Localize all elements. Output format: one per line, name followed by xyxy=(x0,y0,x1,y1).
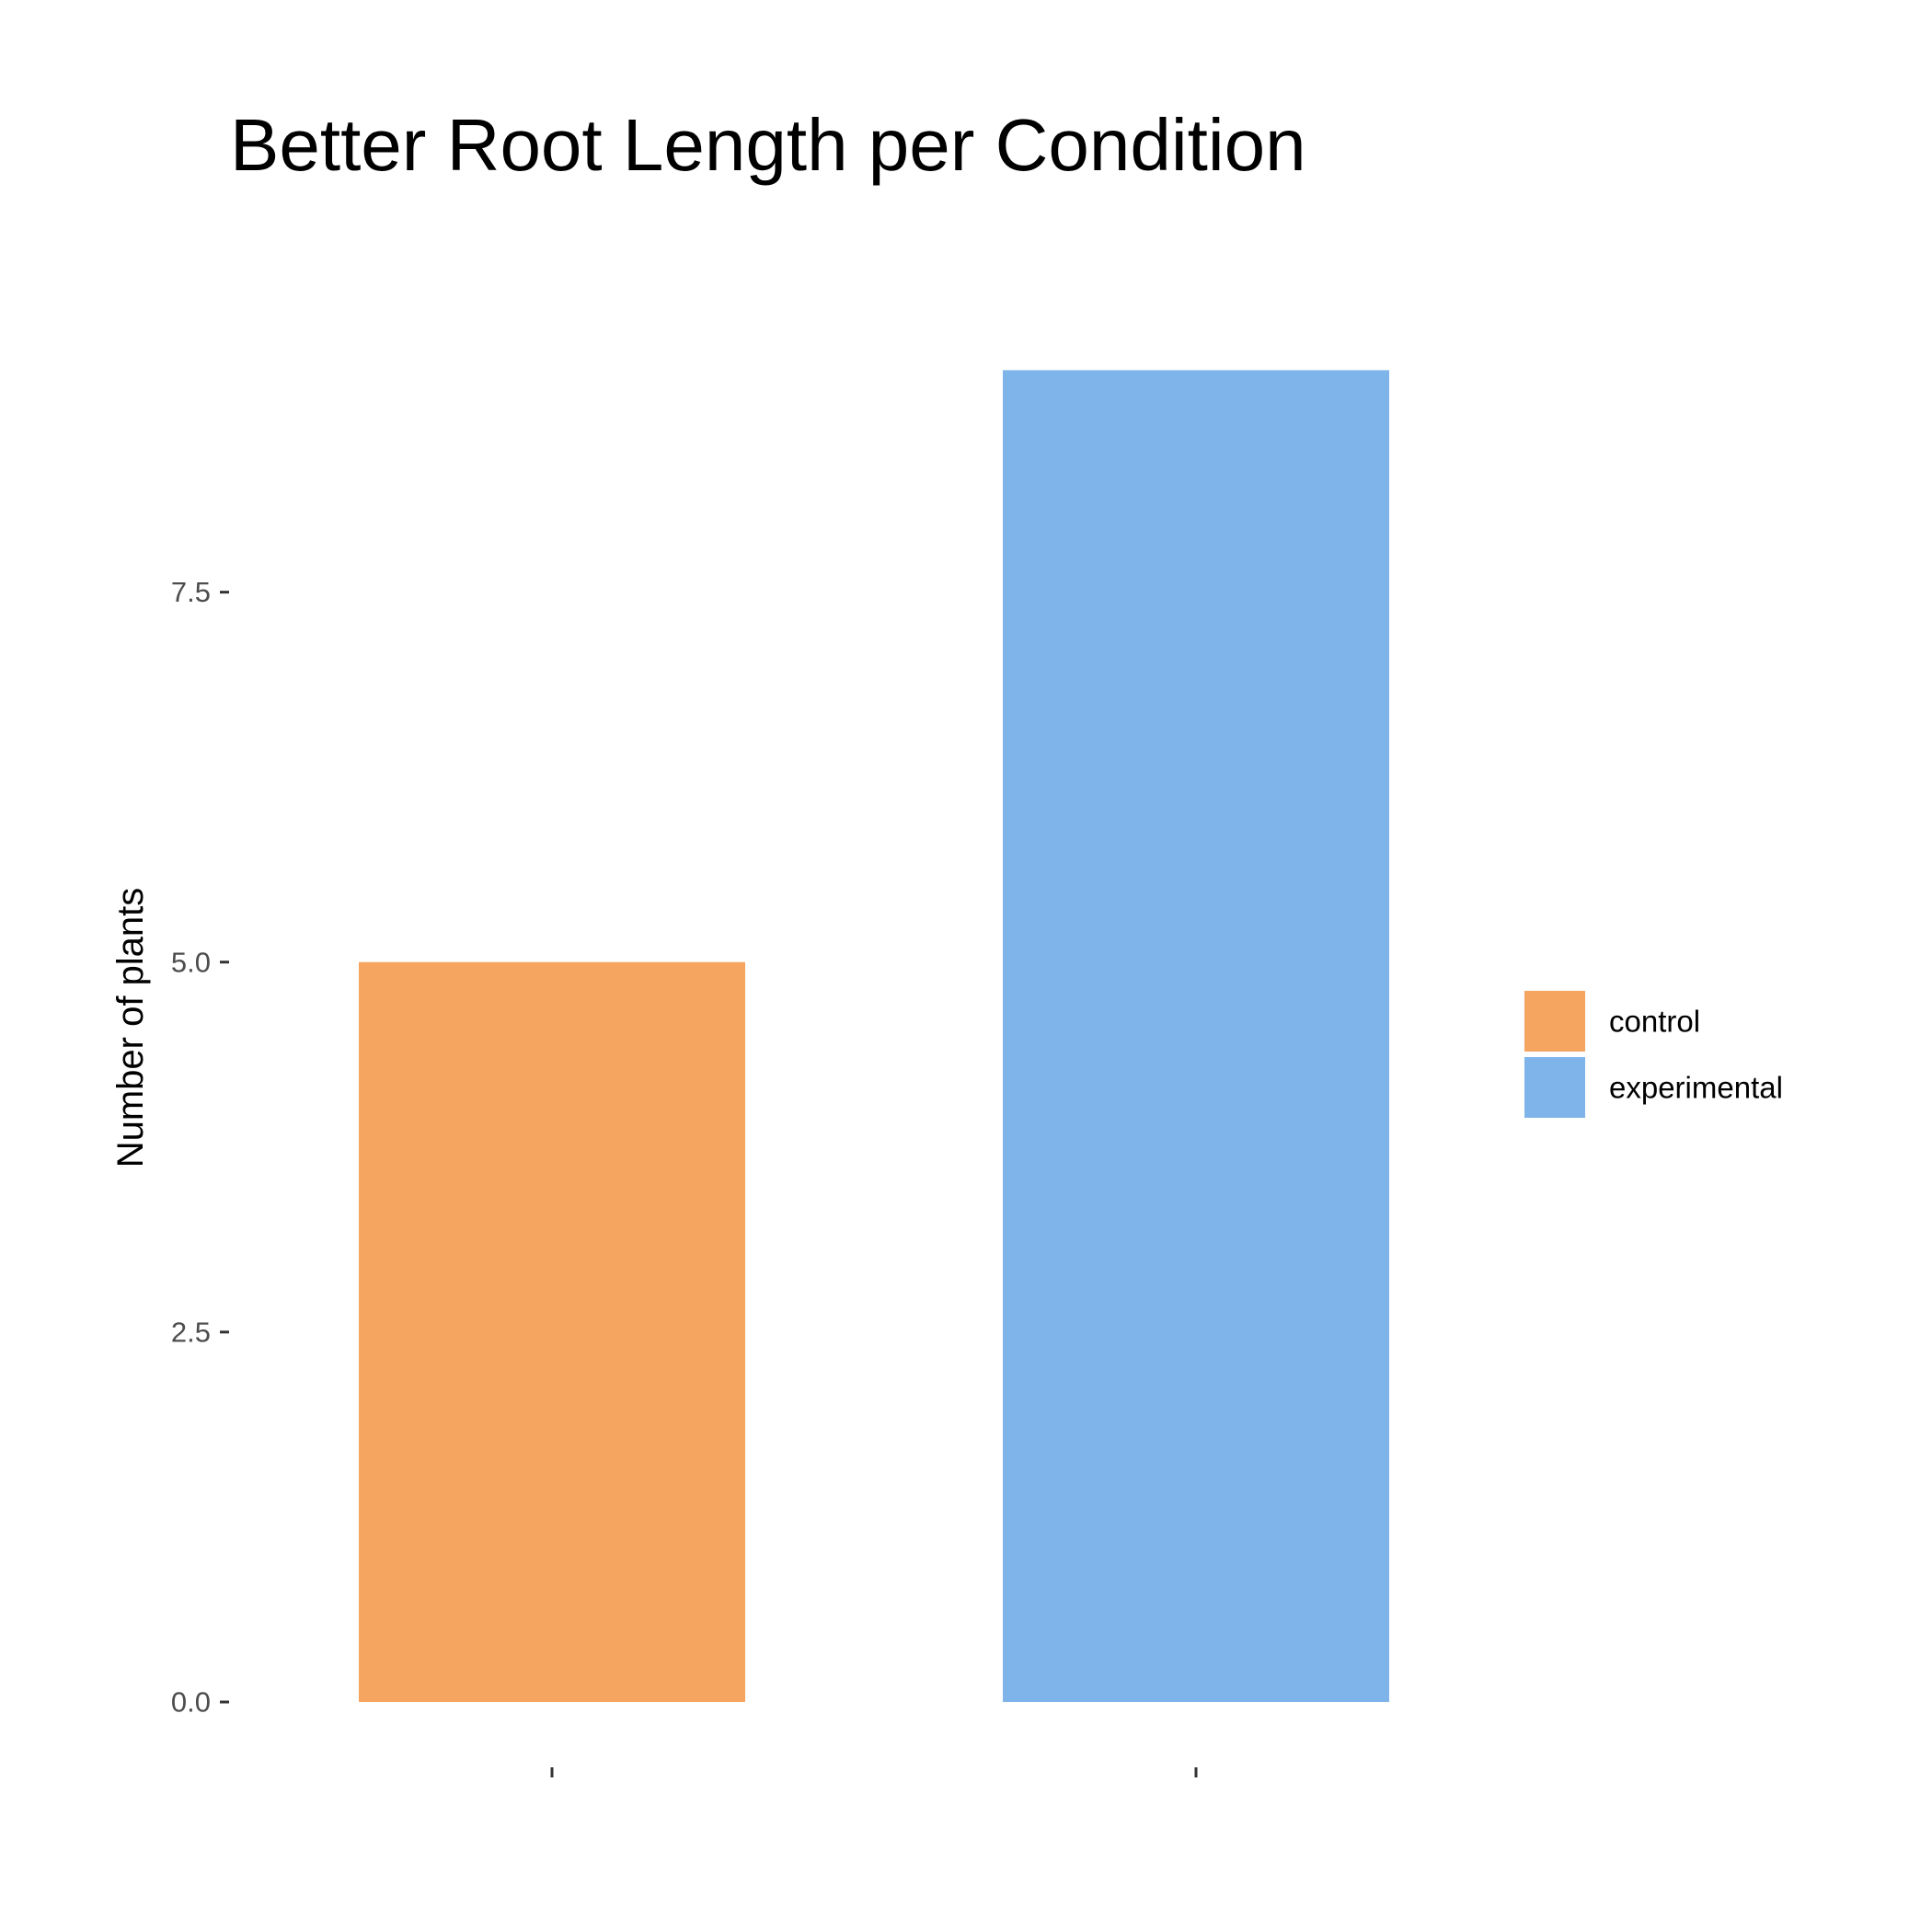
legend: control experimental xyxy=(1524,991,1783,1118)
y-tick-label: 2.5 xyxy=(171,1316,211,1348)
y-tick-label: 7.5 xyxy=(171,576,211,608)
legend-label: experimental xyxy=(1609,1071,1783,1105)
y-axis-label: Number of plants xyxy=(110,888,151,1168)
legend-label: control xyxy=(1609,1005,1700,1039)
x-axis xyxy=(550,1767,1198,1777)
y-tick-label: 0.0 xyxy=(171,1686,211,1719)
chart-title: Better Root Length per Condition xyxy=(230,104,1306,186)
bar-control xyxy=(359,961,745,1702)
legend-key-control xyxy=(1524,991,1585,1052)
y-axis: 0.0 2.5 5.0 7.5 xyxy=(171,576,229,1719)
y-tick-label: 5.0 xyxy=(171,946,211,978)
bar-experimental xyxy=(1003,370,1389,1702)
legend-key-experimental xyxy=(1524,1057,1585,1118)
bars xyxy=(359,370,1389,1702)
